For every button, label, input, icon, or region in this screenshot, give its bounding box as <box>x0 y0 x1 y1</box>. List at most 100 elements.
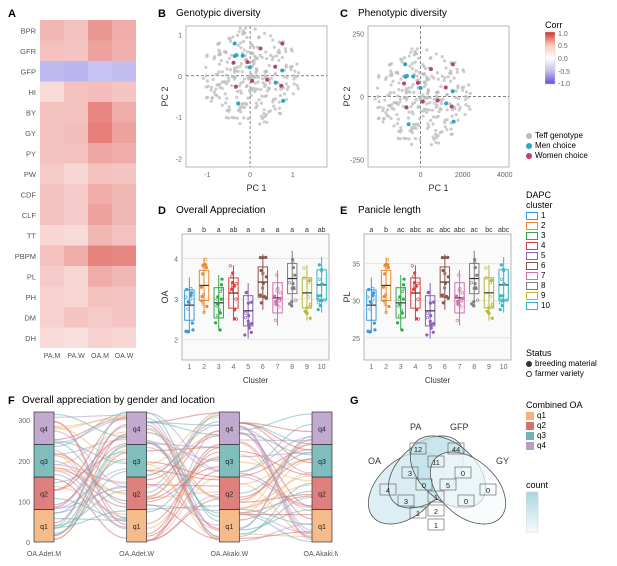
legend-cluster-2: 2 <box>526 221 553 230</box>
svg-text:7: 7 <box>276 364 280 371</box>
svg-text:DH: DH <box>25 334 36 343</box>
svg-text:a: a <box>187 227 191 234</box>
panel-e-title: Panicle length <box>358 205 421 216</box>
svg-text:0: 0 <box>419 172 423 179</box>
svg-text:q3: q3 <box>133 459 141 466</box>
svg-text:OA: OA <box>160 290 170 303</box>
svg-text:0: 0 <box>360 95 364 102</box>
svg-text:PC 2: PC 2 <box>342 86 352 106</box>
svg-text:OA.Adet.W: OA.Adet.W <box>119 551 154 558</box>
svg-text:PH: PH <box>26 293 36 302</box>
svg-text:ac: ac <box>426 227 434 234</box>
svg-text:4: 4 <box>231 364 235 371</box>
legend-q4: q4 <box>526 441 583 450</box>
svg-text:1: 1 <box>178 32 182 39</box>
svg-text:b: b <box>202 227 206 234</box>
svg-text:10: 10 <box>318 364 326 371</box>
svg-text:BY: BY <box>26 108 36 117</box>
svg-text:7: 7 <box>458 364 462 371</box>
dapc-legend-title: DAPC cluster <box>526 190 553 210</box>
legend-breeding: breeding material <box>526 359 597 368</box>
svg-text:q1: q1 <box>133 524 141 531</box>
svg-text:DM: DM <box>24 313 36 322</box>
legend-cluster-3: 3 <box>526 231 553 240</box>
panel-d-label: D <box>158 205 166 217</box>
svg-text:OA.Adet.M: OA.Adet.M <box>27 551 61 558</box>
svg-text:2: 2 <box>174 338 178 345</box>
panel-b-title: Genotypic diversity <box>176 8 260 19</box>
svg-text:q4: q4 <box>40 426 48 433</box>
svg-text:PC 1: PC 1 <box>246 183 266 193</box>
svg-text:q3: q3 <box>318 459 326 466</box>
svg-text:Cluster: Cluster <box>243 376 269 385</box>
legend-cluster-9: 9 <box>526 291 553 300</box>
svg-text:1: 1 <box>434 493 438 502</box>
svg-text:GFR: GFR <box>20 47 36 56</box>
svg-text:3: 3 <box>408 469 412 478</box>
panel-e-label: E <box>340 205 347 217</box>
svg-text:0: 0 <box>464 497 468 506</box>
svg-text:GY: GY <box>496 456 509 466</box>
boxplot-oa: 234OAClustera1b2a3ab4a5a6a7a8a9ab10 <box>158 218 333 386</box>
venn-diagram: OAPAGFPGY412440113005301211 <box>348 406 518 558</box>
svg-text:GY: GY <box>25 129 36 138</box>
svg-text:2000: 2000 <box>455 172 471 179</box>
scatter-genotypic: -101-2-101PC 1PC 2 <box>158 20 333 195</box>
svg-text:3: 3 <box>174 297 178 304</box>
svg-text:PY: PY <box>26 149 36 158</box>
svg-text:q4: q4 <box>133 426 141 433</box>
svg-text:abc: abc <box>498 227 510 234</box>
svg-text:44: 44 <box>452 445 460 454</box>
svg-text:3: 3 <box>399 364 403 371</box>
svg-text:HI: HI <box>29 88 37 97</box>
svg-text:PA.W: PA.W <box>67 353 85 360</box>
svg-text:a: a <box>290 227 294 234</box>
heatmap-panel-a: BPRGFRGFPHIBYGYPYPWCDFCLFTTPBPMPLPHDMDHP… <box>8 18 153 378</box>
svg-text:PC 1: PC 1 <box>428 183 448 193</box>
svg-text:ab: ab <box>318 227 326 234</box>
svg-text:a: a <box>305 227 309 234</box>
count-legend-title: count <box>526 480 566 490</box>
svg-text:1: 1 <box>369 364 373 371</box>
scatter-legend: Teff genotype Men choice Women choice <box>526 130 588 161</box>
legend-women: Women choice <box>526 151 588 160</box>
svg-text:a: a <box>246 227 250 234</box>
svg-text:PL: PL <box>27 272 36 281</box>
svg-text:OA.Akaki.M: OA.Akaki.M <box>304 551 338 558</box>
svg-text:0: 0 <box>26 540 30 547</box>
svg-text:3: 3 <box>404 497 408 506</box>
svg-text:ac: ac <box>397 227 405 234</box>
svg-text:0: 0 <box>461 469 465 478</box>
svg-text:2: 2 <box>384 364 388 371</box>
legend-cluster-4: 4 <box>526 241 553 250</box>
svg-text:3: 3 <box>217 364 221 371</box>
svg-text:250: 250 <box>352 32 364 39</box>
svg-text:12: 12 <box>414 445 422 454</box>
svg-text:q1: q1 <box>40 524 48 531</box>
svg-text:bc: bc <box>485 227 493 234</box>
svg-text:q1: q1 <box>225 524 233 531</box>
svg-text:q4: q4 <box>318 426 326 433</box>
combined-legend: Combined OA q1 q2 q3 q4 <box>526 400 583 451</box>
svg-text:OA.Akaki.W: OA.Akaki.W <box>210 551 248 558</box>
svg-text:CDF: CDF <box>21 190 37 199</box>
svg-text:abc: abc <box>454 227 466 234</box>
svg-text:ac: ac <box>471 227 479 234</box>
svg-text:200: 200 <box>18 459 30 466</box>
svg-text:OA.M: OA.M <box>91 353 109 360</box>
panel-f-label: F <box>8 395 15 407</box>
legend-q1: q1 <box>526 411 583 420</box>
legend-q3: q3 <box>526 431 583 440</box>
boxplot-pl: 253035PLClustera1b2ac3abc4ac5abc6abc7ac8… <box>340 218 515 386</box>
svg-text:BPR: BPR <box>21 26 37 35</box>
panel-c-label: C <box>340 8 348 20</box>
svg-text:1: 1 <box>187 364 191 371</box>
svg-text:6: 6 <box>261 364 265 371</box>
svg-text:35: 35 <box>352 262 360 269</box>
alluvial-oa: 0100200300q1q2q3q4OA.Adet.Mq1q2q3q4OA.Ad… <box>8 408 338 560</box>
svg-text:-250: -250 <box>350 157 364 164</box>
svg-text:2: 2 <box>434 507 438 516</box>
svg-text:CLF: CLF <box>22 211 37 220</box>
svg-text:a: a <box>276 227 280 234</box>
legend-cluster-5: 5 <box>526 251 553 260</box>
